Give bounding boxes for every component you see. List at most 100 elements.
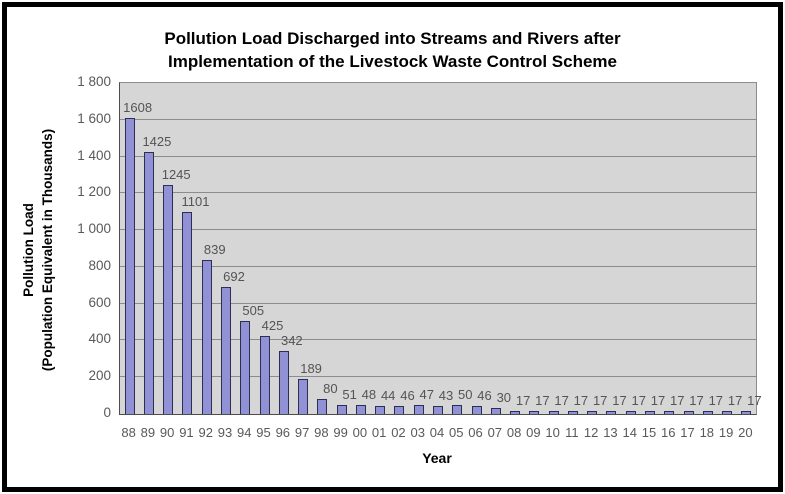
data-label: 51 bbox=[342, 386, 357, 402]
bar bbox=[683, 410, 694, 414]
y-tick-label: 1 200 bbox=[77, 184, 111, 200]
x-tick-label: 91 bbox=[179, 425, 194, 440]
x-tick-label: 04 bbox=[429, 425, 445, 440]
x-tick-label: 13 bbox=[603, 425, 618, 440]
bar bbox=[413, 405, 424, 414]
chart-title-line2: Implementation of the Livestock Waste Co… bbox=[167, 52, 617, 71]
bar bbox=[278, 351, 289, 414]
data-label: 50 bbox=[458, 386, 473, 402]
bar bbox=[182, 211, 193, 414]
bar bbox=[664, 410, 675, 414]
x-tick-label: 94 bbox=[237, 425, 252, 440]
data-label: 17 bbox=[515, 392, 531, 408]
data-label: 47 bbox=[419, 387, 434, 403]
data-label: 17 bbox=[650, 392, 666, 408]
data-label: 17 bbox=[535, 392, 550, 408]
x-tick-label: 00 bbox=[352, 425, 368, 440]
x-tick-label: 88 bbox=[121, 425, 136, 440]
data-label: 17 bbox=[612, 392, 627, 408]
bar bbox=[221, 286, 231, 414]
chart-title: Pollution Load Discharged into Streams a… bbox=[0, 27, 785, 73]
x-tick-label: 98 bbox=[314, 425, 329, 440]
x-tick-label: 09 bbox=[526, 425, 541, 440]
y-tick-label: 1 000 bbox=[77, 221, 111, 237]
bar bbox=[529, 410, 540, 414]
data-label: 189 bbox=[300, 361, 322, 377]
data-label: 17 bbox=[727, 392, 743, 408]
data-label: 17 bbox=[689, 392, 704, 408]
data-label: 17 bbox=[708, 392, 724, 408]
bar bbox=[163, 185, 174, 414]
x-tick-label: 17 bbox=[680, 425, 695, 440]
y-axis-ticks: 0 200 400 600 800 1 000 1 200 1 400 1 600 1 800 bbox=[0, 74, 111, 420]
bar bbox=[606, 410, 617, 414]
data-label: 17 bbox=[670, 392, 685, 408]
gridline bbox=[120, 302, 756, 304]
data-label: 1425 bbox=[142, 133, 172, 149]
bar bbox=[490, 408, 501, 414]
gridline bbox=[120, 339, 756, 341]
bar bbox=[625, 410, 636, 414]
bar bbox=[471, 405, 482, 414]
x-tick-label: 06 bbox=[468, 425, 483, 440]
data-label: 17 bbox=[592, 392, 608, 408]
data-label: 17 bbox=[631, 392, 646, 408]
data-label: 1101 bbox=[181, 193, 210, 209]
y-tick-label: 400 bbox=[88, 331, 111, 347]
x-tick-label: 89 bbox=[140, 425, 156, 440]
bar bbox=[587, 410, 598, 414]
y-tick-label: 0 bbox=[103, 405, 111, 420]
bar bbox=[702, 410, 713, 414]
x-tick-label: 15 bbox=[641, 425, 657, 440]
bar bbox=[259, 335, 270, 414]
bar bbox=[722, 410, 733, 414]
data-label: 505 bbox=[242, 303, 265, 319]
x-tick-label: 16 bbox=[661, 425, 676, 440]
x-tick-label: 95 bbox=[256, 425, 271, 440]
bar bbox=[298, 379, 309, 414]
x-tick-label: 08 bbox=[506, 425, 522, 440]
y-tick-label: 600 bbox=[88, 294, 111, 310]
bar bbox=[375, 405, 386, 414]
bar bbox=[317, 399, 328, 414]
x-tick-label: 20 bbox=[738, 425, 753, 440]
bar bbox=[124, 118, 135, 414]
x-tick-label: 93 bbox=[217, 425, 233, 440]
data-label: 425 bbox=[261, 317, 284, 333]
data-label: 17 bbox=[573, 392, 589, 408]
gridline bbox=[120, 376, 756, 378]
x-tick-label: 02 bbox=[391, 425, 406, 440]
bar bbox=[355, 405, 366, 414]
gridline bbox=[120, 192, 756, 194]
y-tick-label: 800 bbox=[88, 257, 111, 273]
gridline bbox=[120, 155, 756, 157]
x-tick-label: 14 bbox=[622, 425, 637, 440]
gridline bbox=[120, 82, 756, 83]
y-tick-label: 1 800 bbox=[77, 74, 111, 89]
x-tick-label: 07 bbox=[487, 425, 503, 440]
gridline bbox=[120, 265, 756, 267]
x-tick-label: 19 bbox=[718, 425, 734, 440]
bar bbox=[510, 410, 521, 414]
x-tick-label: 12 bbox=[583, 425, 599, 440]
bar bbox=[201, 259, 212, 414]
x-tick-label: 96 bbox=[275, 425, 291, 440]
bar bbox=[240, 321, 251, 414]
plot-area: 1608 1425 1245 1101 839 692 505 425 342 189 80 51 48… bbox=[119, 82, 762, 415]
x-tick-label: 92 bbox=[198, 425, 213, 440]
x-axis-title: Year bbox=[422, 450, 452, 466]
data-label: 80 bbox=[323, 381, 338, 397]
data-label: 48 bbox=[361, 387, 377, 403]
x-tick-label: 01 bbox=[371, 425, 387, 440]
gridline bbox=[120, 229, 756, 231]
x-tick-label: 11 bbox=[565, 425, 579, 440]
bar bbox=[433, 406, 443, 414]
x-tick-label: 10 bbox=[545, 425, 560, 440]
gridline bbox=[120, 118, 756, 120]
data-label: 43 bbox=[438, 388, 454, 404]
bar bbox=[452, 404, 463, 414]
bar bbox=[394, 405, 405, 414]
data-label: 17 bbox=[747, 392, 762, 408]
x-tick-label: 90 bbox=[159, 425, 175, 440]
